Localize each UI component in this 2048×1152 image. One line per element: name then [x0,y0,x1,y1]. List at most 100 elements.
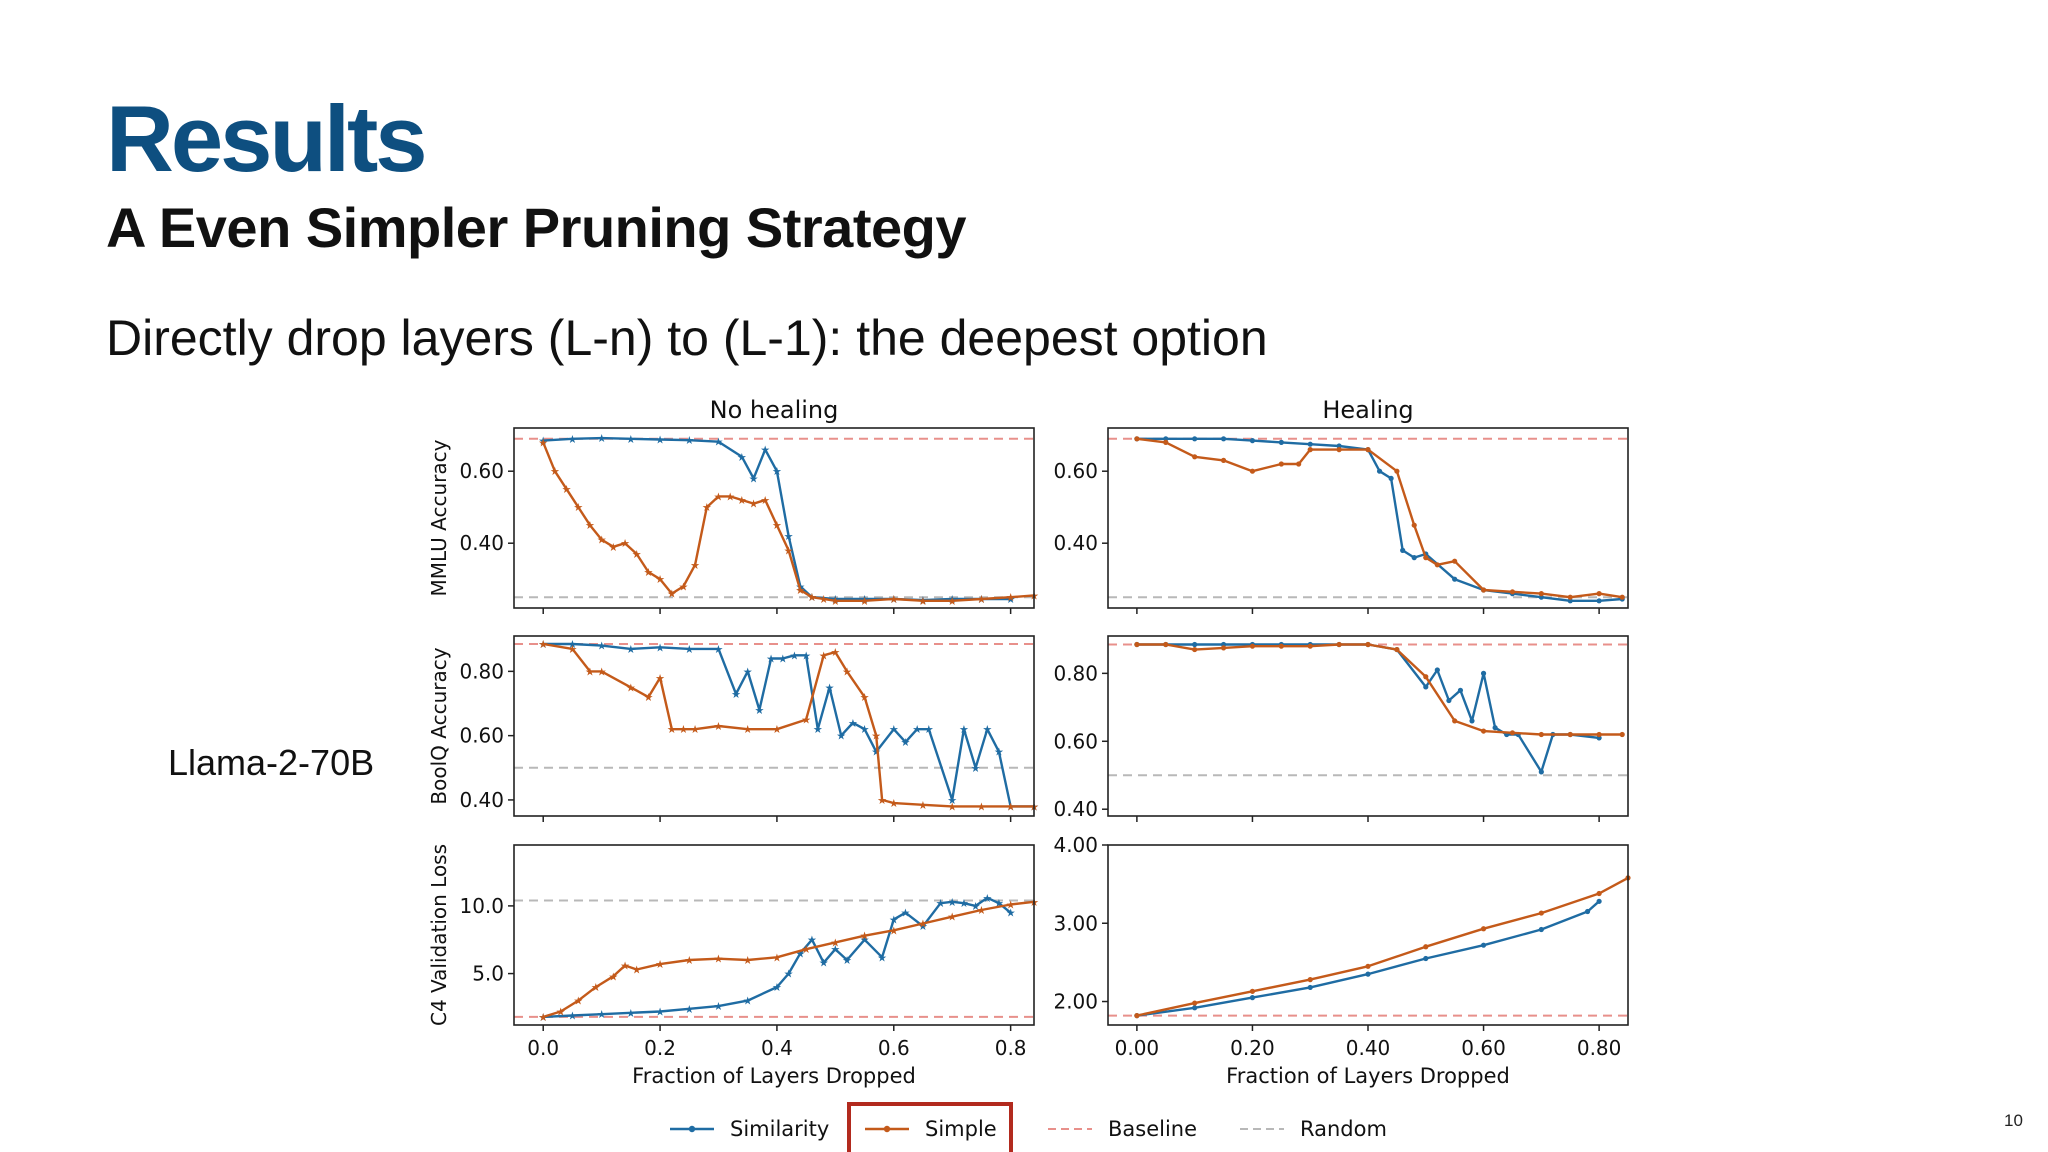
data-point [1220,436,1227,442]
data-point: ★ [538,1011,548,1024]
data-point: ★ [918,917,928,930]
y-tick-label: 0.60 [1053,459,1098,483]
data-point: ★ [766,653,776,666]
y-tick-label: 0.60 [459,724,504,748]
data-point [1163,641,1169,648]
x-tick-label: 0.2 [644,1036,676,1060]
data-point: ★ [830,943,840,956]
data-point: ★ [702,501,712,514]
data-point: ★ [784,544,794,557]
data-point: ★ [632,964,642,977]
y-axis-label: BoolQ Accuracy [427,647,451,804]
series-line-simple [1136,643,1623,736]
data-point [1480,670,1487,676]
data-point: ★ [801,714,811,727]
y-tick-label: 2.00 [1053,990,1098,1014]
x-tick-label: 0.4 [761,1036,793,1060]
data-point: ★ [877,951,887,964]
data-point [1411,522,1417,528]
data-point: ★ [918,595,928,608]
data-point [1365,641,1371,648]
y-tick-label: 4.00 [1053,833,1098,857]
legend-item-similarity: Similarity [670,1117,829,1141]
data-point: ★ [684,643,694,656]
data-point [1394,468,1400,474]
legend-label: Similarity [730,1117,829,1141]
data-point: ★ [936,897,946,910]
legend-label: Simple [925,1117,997,1141]
data-point: ★ [538,638,548,651]
data-point [1538,926,1544,933]
data-point: ★ [830,593,840,606]
data-point: ★ [684,434,694,447]
y-axis-label: C4 Validation Loss [427,844,451,1026]
data-point: ★ [971,900,981,913]
series-line-simple [542,900,1035,1019]
data-point: ★ [608,970,618,983]
data-point: ★ [626,433,636,446]
series-line-simple [543,642,1034,808]
data-point: ★ [819,649,829,662]
data-point: ★ [976,593,986,606]
data-point: ★ [924,723,934,736]
data-point: ★ [801,649,811,662]
x-axis-label: Fraction of Layers Dropped [632,1064,916,1088]
data-point: ★ [597,665,607,678]
data-point [1423,955,1429,962]
panel-c4-no-healing: ★ ★ ★ ★ ★ ★ ★ ★★★★★★★★★★★★★★ ★ ★ ★★ ★★★ ★★★★★ ★ ★ ★ ★ ★ ★★… [427,844,1039,1088]
data-point: ★ [1006,907,1016,920]
panel-frame [1107,844,1629,1026]
data-point: ★ [556,1005,566,1018]
x-tick-label: 0.6 [878,1036,910,1060]
data-point [1567,731,1573,738]
data-point [1509,589,1516,595]
data-point: ★ [842,665,852,678]
y-tick-label: 3.00 [1053,911,1098,935]
data-point: ★ [971,762,981,775]
data-point: ★ [889,593,899,606]
series-line-simple [1136,437,1623,599]
data-point [1163,436,1169,442]
series-line-simple [1136,876,1629,1017]
data-point: ★ [772,465,782,478]
panel-frame [1107,635,1629,817]
data-point [1538,594,1544,600]
data-point: ★ [772,951,782,964]
legend-item-simple: Simple [847,1102,1013,1152]
data-point [1192,454,1198,460]
data-point [1411,555,1417,561]
x-tick-label: 0.80 [1577,1036,1622,1060]
data-point: ★ [597,640,607,653]
data-point: ★ [567,638,577,651]
data-point [1249,643,1256,649]
data-point: ★ [830,936,840,949]
data-point: ★ [760,494,770,507]
data-point: ★ [889,924,899,937]
data-point: ★ [860,934,870,947]
data-point: ★ [901,736,911,749]
data-point: ★ [567,1010,577,1023]
data-point [1480,942,1487,948]
data-point: ★ [585,665,595,678]
y-tick-label: 0.80 [1053,661,1098,685]
data-point: ★ [994,746,1004,759]
data-point: ★ [714,1000,724,1013]
y-tick-label: 0.40 [1053,531,1098,555]
x-axis-label: Fraction of Layers Dropped [1226,1064,1510,1088]
data-point [1365,971,1371,977]
data-point [1567,594,1573,600]
data-point: ★ [947,800,957,813]
data-point: ★ [538,435,548,448]
data-point: ★ [994,897,1004,910]
panel-mmlu-healing: 0.40 0.60 Healing [1053,396,1629,614]
data-point: ★ [714,953,724,966]
data-point: ★ [1006,593,1016,606]
data-point [1192,436,1198,442]
data-point: ★ [608,541,618,554]
data-point: ★ [877,794,887,807]
y-tick-label: 5.0 [472,962,504,986]
x-tick-label: 0.60 [1461,1036,1506,1060]
data-point: ★ [538,436,548,449]
data-point: ★ [807,591,817,604]
